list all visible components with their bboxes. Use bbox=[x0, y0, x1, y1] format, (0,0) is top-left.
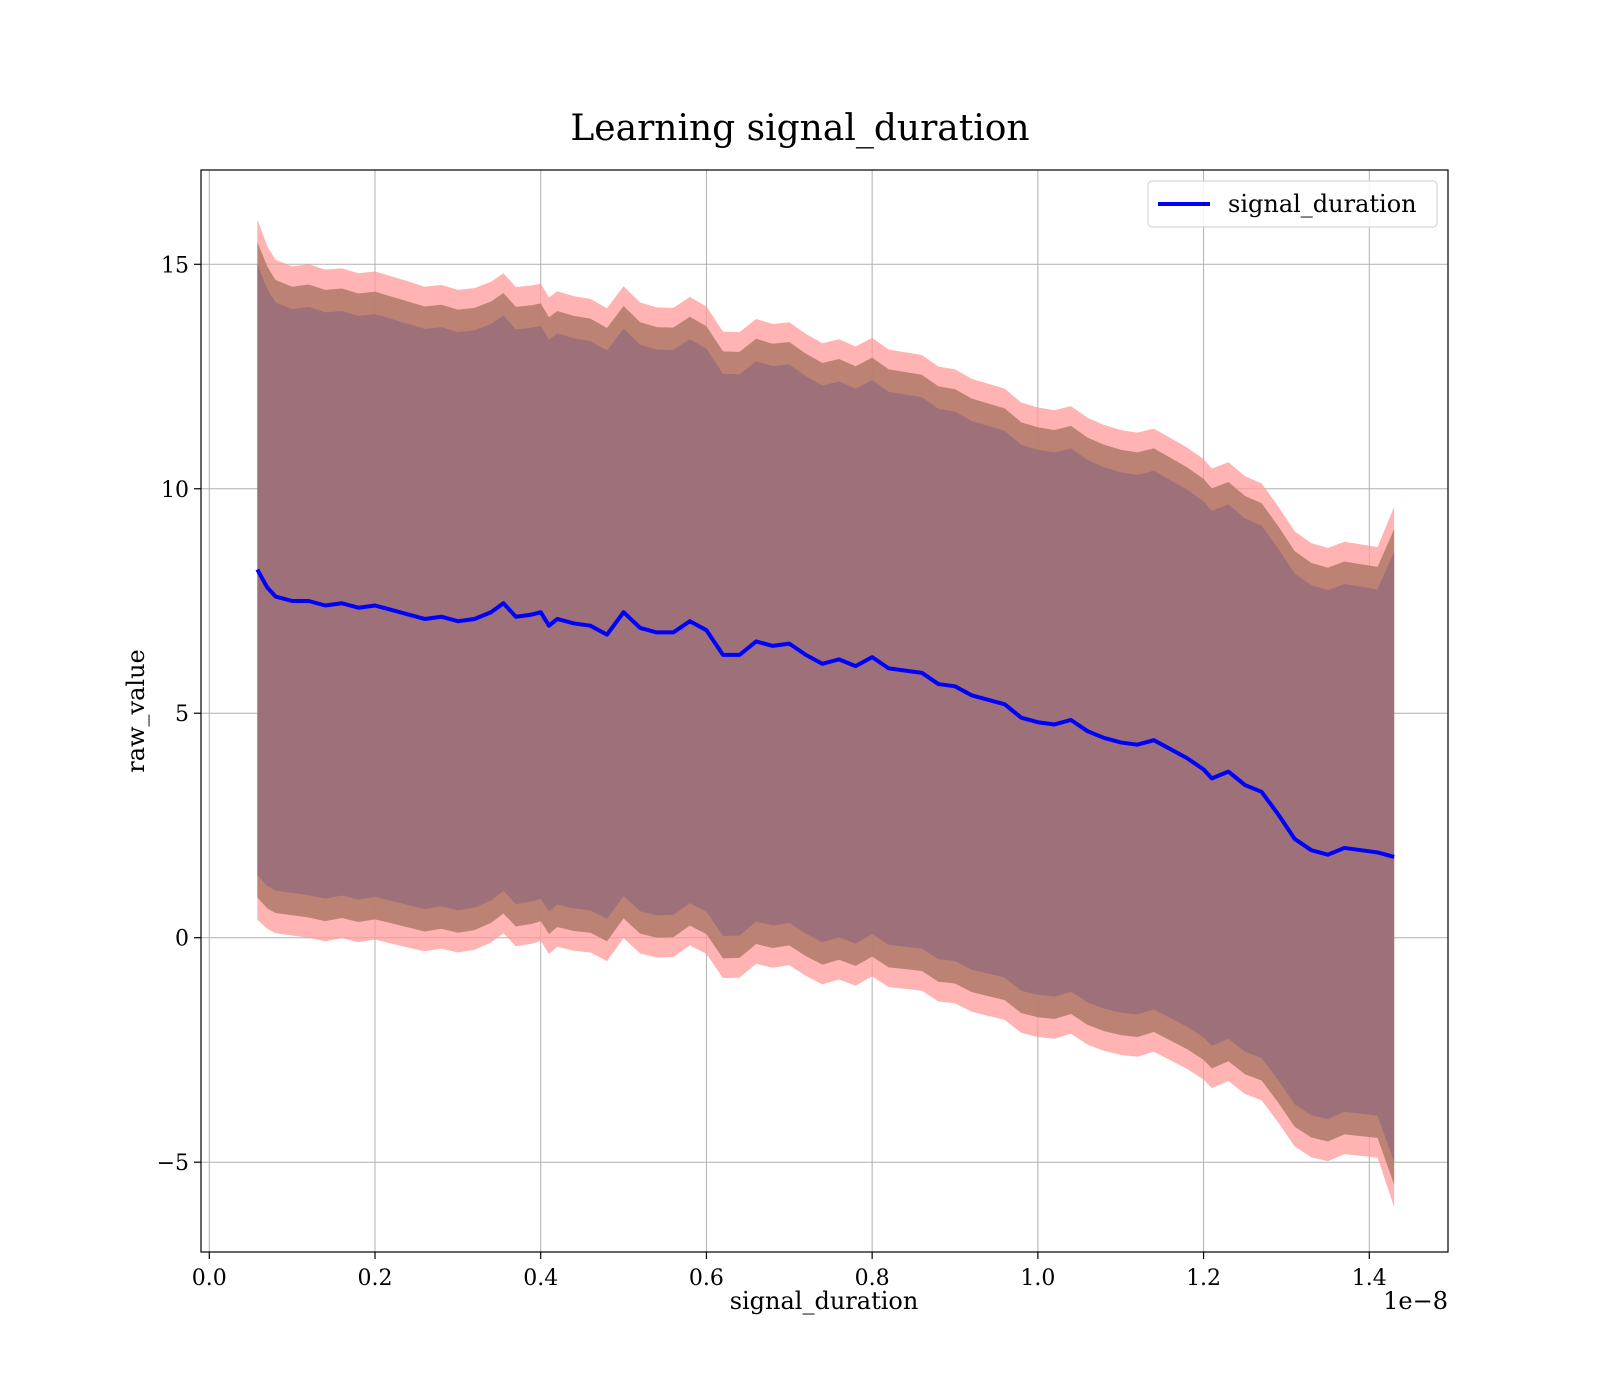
x-axis-ticks: 0.0 0.2 0.4 0.6 0.8 1.0 1.2 1.4 bbox=[192, 1252, 1387, 1291]
x-tick-label: 1.0 bbox=[1020, 1266, 1055, 1291]
y-axis-ticks: −5 0 5 10 15 bbox=[157, 253, 201, 1176]
series-line-signal-duration bbox=[255, 568, 1395, 859]
legend-box bbox=[1147, 180, 1438, 228]
band-1-sigma bbox=[257, 264, 1395, 1163]
y-tick-label: −5 bbox=[157, 1151, 189, 1176]
legend-label-signal-duration: signal_duration bbox=[1228, 190, 1417, 218]
x-tick-label: 0.6 bbox=[689, 1266, 724, 1291]
y-axis-label: raw_value bbox=[122, 649, 150, 773]
y-tick-label: 15 bbox=[161, 253, 189, 278]
legend: signal_duration bbox=[1147, 180, 1438, 228]
plot-frame bbox=[200, 169, 1449, 1253]
x-axis-offset-label: 1e−8 bbox=[1383, 1287, 1448, 1315]
x-tick-label: 1.2 bbox=[1186, 1266, 1221, 1291]
x-axis-label: signal_duration bbox=[730, 1287, 919, 1315]
chart-title: Learning signal_duration bbox=[570, 108, 1029, 149]
plot-area bbox=[200, 169, 1449, 1253]
y-tick-label: 0 bbox=[175, 927, 189, 952]
x-tick-label: 1.4 bbox=[1352, 1266, 1387, 1291]
uncertainty-bands bbox=[257, 219, 1395, 1208]
x-tick-label: 0.0 bbox=[192, 1266, 227, 1291]
x-tick-label: 0.8 bbox=[855, 1266, 890, 1291]
y-tick-label: 10 bbox=[161, 478, 189, 503]
x-tick-label: 0.4 bbox=[523, 1266, 558, 1291]
x-tick-label: 0.2 bbox=[358, 1266, 393, 1291]
series-lines bbox=[255, 568, 1395, 859]
y-tick-label: 5 bbox=[175, 702, 189, 727]
